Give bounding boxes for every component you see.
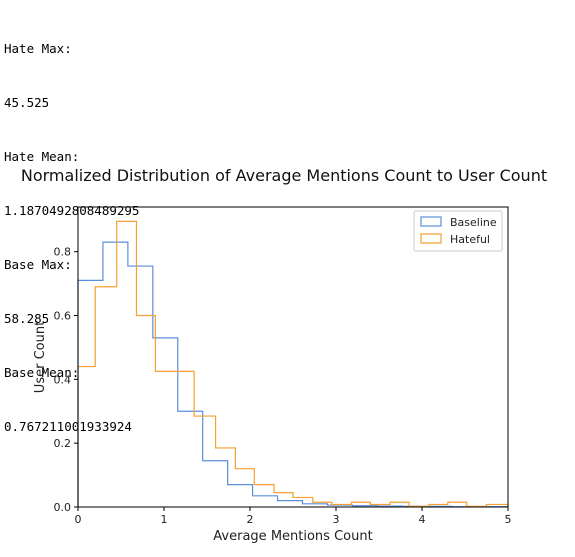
legend: Baseline Hateful bbox=[413, 210, 503, 252]
y-tick-label: 0.2 bbox=[54, 437, 72, 450]
x-tick-label: 4 bbox=[419, 513, 426, 526]
series-layer bbox=[77, 220, 509, 508]
x-tick-label: 2 bbox=[247, 513, 254, 526]
output-line: Hate Max: bbox=[4, 41, 72, 56]
legend-label-hateful: Hateful bbox=[450, 233, 490, 246]
legend-swatch-baseline bbox=[420, 216, 442, 227]
plot-frame bbox=[77, 206, 509, 508]
output-line: 0.767211001933924 bbox=[4, 419, 132, 434]
chart-title: Normalized Distribution of Average Menti… bbox=[21, 166, 547, 185]
x-tick-label: 0 bbox=[75, 513, 82, 526]
output-line: Hate Mean: bbox=[4, 149, 80, 164]
y-tick-label: 0.4 bbox=[54, 373, 72, 386]
output-line: 58.285 bbox=[4, 311, 50, 326]
legend-label-baseline: Baseline bbox=[450, 216, 497, 229]
y-tick-label: 0.8 bbox=[54, 246, 72, 259]
x-axis: 0 1 2 3 4 5 bbox=[75, 507, 512, 526]
x-tick-label: 3 bbox=[333, 513, 340, 526]
y-tick-label: 0.0 bbox=[54, 501, 72, 514]
x-axis-label: Average Mentions Count bbox=[213, 529, 372, 544]
y-axis: 0.0 0.2 0.4 0.6 0.8 bbox=[54, 246, 78, 514]
x-tick-label: 1 bbox=[161, 513, 168, 526]
stdout-output: Hate Max: 45.525 Hate Mean: 1.1870492808… bbox=[4, 4, 139, 454]
legend-swatch-hateful bbox=[420, 233, 442, 244]
output-line: Base Mean: bbox=[4, 365, 80, 380]
x-tick-label: 5 bbox=[505, 513, 512, 526]
y-axis-label: User Count bbox=[33, 321, 48, 393]
series-baseline-step bbox=[77, 241, 509, 508]
y-tick-label: 0.6 bbox=[54, 310, 72, 323]
series-hateful-step bbox=[77, 220, 509, 507]
output-line: 45.525 bbox=[4, 95, 50, 110]
output-line: Base Max: bbox=[4, 257, 72, 272]
